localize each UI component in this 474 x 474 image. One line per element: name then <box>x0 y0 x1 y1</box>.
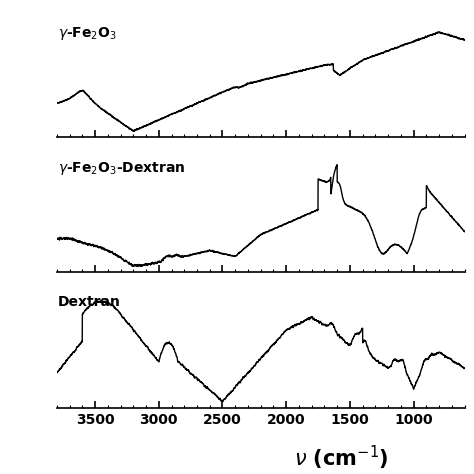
Text: $\gamma$-Fe$_2$O$_3$: $\gamma$-Fe$_2$O$_3$ <box>58 25 117 42</box>
Text: $\nu$ (cm$^{-1}$): $\nu$ (cm$^{-1}$) <box>294 444 389 472</box>
Text: $\gamma$-Fe$_2$O$_3$-Dextran: $\gamma$-Fe$_2$O$_3$-Dextran <box>58 160 185 177</box>
Text: Dextran: Dextran <box>58 295 121 309</box>
